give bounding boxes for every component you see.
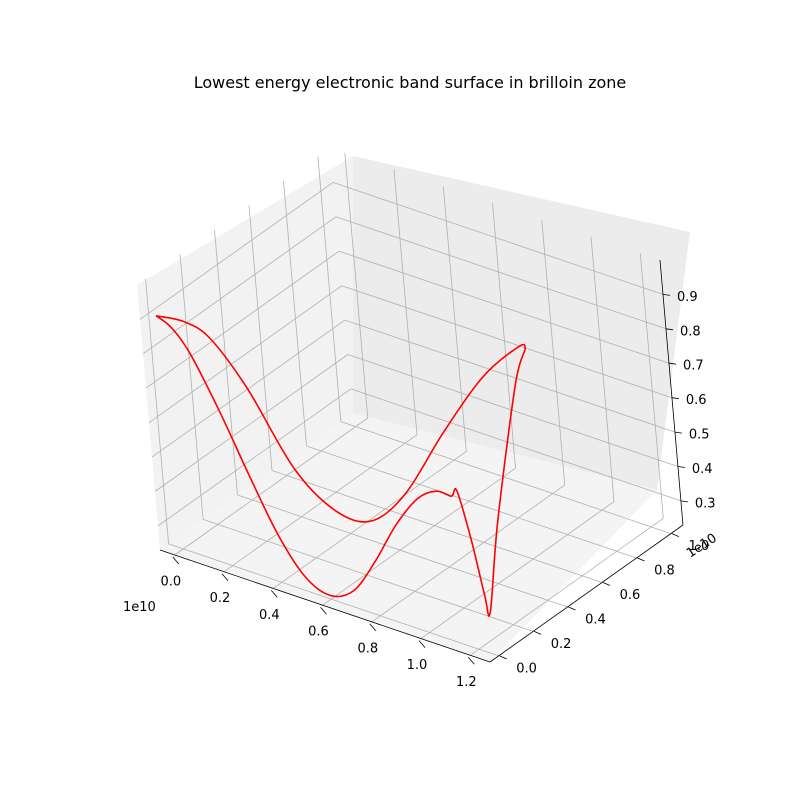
x-grid-wall	[442, 186, 467, 452]
y-grid-wall	[283, 180, 307, 447]
z-tick-label: 0.8	[680, 324, 701, 339]
z-grid-back-wall	[344, 319, 676, 433]
z-grid-back-wall	[341, 285, 673, 399]
x-grid-floor	[371, 484, 566, 623]
y-grid-floor	[168, 543, 499, 657]
z-grid-back-wall	[335, 216, 667, 330]
y-tick-label: 0.8	[654, 564, 675, 579]
chart-title: Lowest energy electronic band surface in…	[194, 73, 627, 92]
x-tick-label: 0.8	[357, 641, 378, 656]
z-grid-left-wall	[145, 250, 340, 389]
z-tick-label: 0.9	[677, 290, 698, 305]
y-grid-floor	[340, 421, 672, 534]
y-grid-floor	[202, 519, 534, 632]
floor-pane	[160, 413, 657, 662]
z-grid-left-wall	[148, 285, 343, 424]
x-tick-mark	[270, 590, 278, 598]
x-tick-mark	[467, 657, 475, 665]
x-tick-label: 1.0	[407, 658, 428, 673]
grid-lines	[139, 152, 682, 657]
back-pane-xz	[137, 156, 353, 550]
x-grid-wall	[541, 219, 566, 485]
z-tick-label: 0.3	[695, 496, 716, 511]
z-tick-mark	[674, 431, 682, 434]
y-grid-floor	[306, 445, 637, 559]
z-tick-label: 0.5	[689, 428, 710, 443]
x-grid-wall	[639, 253, 664, 519]
x-grid-wall	[344, 152, 369, 419]
x-grid-floor	[174, 417, 369, 556]
x-grid-wall	[590, 236, 615, 502]
z-axis-line	[659, 259, 684, 526]
y-tick-mark	[637, 557, 645, 562]
x-grid-floor	[470, 517, 664, 656]
z-grid-left-wall	[154, 354, 349, 492]
x-tick-mark	[369, 623, 377, 632]
y-tick-mark	[533, 631, 542, 635]
series-line-0	[155, 315, 526, 617]
z-grid-left-wall	[157, 388, 352, 527]
z-tick-mark	[677, 466, 685, 468]
x-tick-label: 0.2	[210, 591, 231, 606]
x-offset-label: 1e10	[123, 600, 156, 615]
x-grid-wall	[492, 203, 516, 469]
y-tick-label: 0.4	[585, 613, 606, 628]
z-grid-left-wall	[151, 319, 346, 458]
z-tick-mark	[680, 500, 688, 503]
y-tick-mark	[499, 655, 507, 660]
z-grid-back-wall	[338, 250, 670, 364]
series-layer	[155, 315, 526, 617]
z-tick-mark	[668, 362, 677, 365]
y-tick-mark	[602, 582, 611, 586]
y-tick-label: 0.2	[551, 637, 572, 652]
z-tick-label: 0.4	[692, 462, 713, 477]
x-tick-mark	[221, 573, 229, 581]
z-tick-mark	[671, 397, 679, 400]
z-grid-left-wall	[139, 182, 334, 320]
x-grid-floor	[420, 501, 615, 639]
x-grid-floor	[322, 467, 516, 606]
y-grid-floor	[271, 470, 603, 583]
x-tick-label: 1.2	[456, 675, 477, 690]
y-tick-label: 0.0	[516, 661, 537, 676]
x-grid-wall	[393, 169, 418, 435]
z-tick-label: 0.6	[686, 393, 707, 408]
y-grid-wall	[179, 254, 204, 520]
x-tick-mark	[172, 556, 180, 565]
z-grid-back-wall	[332, 182, 664, 295]
y-grid-wall	[317, 156, 342, 422]
y-tick-mark	[671, 533, 680, 537]
y-grid-wall	[214, 229, 238, 496]
x-grid-floor	[223, 434, 418, 573]
x-tick-mark	[320, 606, 327, 615]
x-axis-line	[159, 549, 491, 663]
z-grid-back-wall	[347, 354, 679, 467]
y-grid-floor	[237, 494, 568, 608]
z-tick-mark	[662, 294, 671, 296]
y-tick-label: 0.6	[620, 588, 641, 603]
y-tick-label: 1.0	[689, 539, 710, 554]
axis-lines	[159, 259, 688, 665]
x-tick-mark	[418, 640, 426, 648]
y-tick-mark	[568, 606, 576, 611]
x-tick-label: 0.0	[160, 575, 181, 590]
y-grid-wall	[145, 278, 169, 544]
z-tick-label: 0.7	[683, 359, 704, 374]
x-tick-label: 0.4	[259, 608, 280, 623]
y-axis-line	[489, 524, 684, 663]
x-tick-label: 0.6	[308, 625, 329, 640]
y-grid-wall	[248, 205, 273, 471]
z-tick-mark	[665, 328, 674, 331]
z-grid-back-wall	[350, 388, 682, 502]
x-grid-floor	[273, 451, 467, 589]
tick-labels: 0.0 0.2 0.4 0.6 0.8 1.0 1.2 0.0 0.2 0.4 0.6 0.8 1.0 0…	[160, 290, 715, 690]
